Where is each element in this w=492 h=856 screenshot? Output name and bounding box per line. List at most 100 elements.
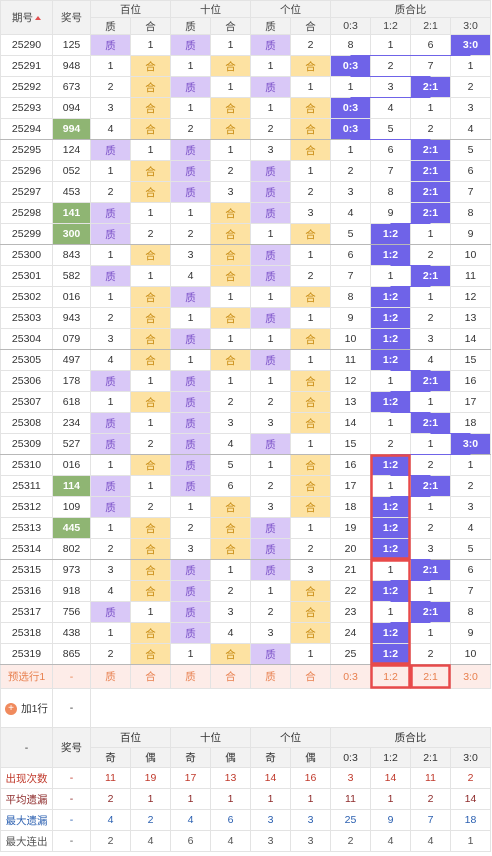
- stats-value: 19: [130, 767, 171, 789]
- hit-cell: 质: [170, 580, 211, 602]
- miss-count: 2: [170, 118, 211, 140]
- miss-count: 3: [170, 538, 211, 560]
- miss-count: 2: [250, 475, 291, 497]
- miss-count: 8: [330, 286, 371, 308]
- hit-cell: 2:1: [410, 181, 451, 203]
- hit-cell: 质: [170, 328, 211, 350]
- data-row: 25305 497 4 合 1 合质 1 11 1:2 4 15: [0, 349, 491, 371]
- header-cell: 奖号: [52, 0, 91, 35]
- stats-value: 1: [130, 788, 171, 810]
- stats-value: 7: [410, 809, 451, 831]
- draw-number: 234: [52, 412, 91, 434]
- sub-header: 2:1: [410, 17, 451, 35]
- miss-count: 1: [90, 55, 131, 77]
- sub-header: 奇: [170, 747, 211, 768]
- hit-cell: 0:3: [330, 118, 371, 140]
- issue: 25301: [0, 265, 53, 287]
- hit-cell: 1:2: [370, 496, 411, 518]
- sub-header: 质: [90, 17, 131, 35]
- forecast-option[interactable]: 0:3: [330, 664, 371, 689]
- hit-cell: 合: [290, 139, 331, 161]
- miss-count: 7: [450, 181, 491, 203]
- hit-cell: 质: [250, 517, 291, 539]
- draw-number: 973: [52, 559, 91, 581]
- issue: 25309: [0, 433, 53, 455]
- miss-count: 1: [370, 265, 411, 287]
- stats-value: 18: [450, 809, 491, 831]
- forecast-option[interactable]: 2:1: [410, 664, 451, 689]
- hit-cell: 合: [210, 97, 251, 119]
- forecast-draw: -: [52, 664, 91, 689]
- draw-number: 618: [52, 391, 91, 413]
- stats-value: 4: [370, 830, 411, 852]
- stats-value: 4: [170, 809, 211, 831]
- miss-count: 1: [250, 328, 291, 350]
- issue: 25300: [0, 244, 53, 266]
- hit-cell: 0:3: [330, 97, 371, 119]
- data-row: 25303 943 2 合 1 合质 1 9 1:2 2 13: [0, 307, 491, 329]
- issue: 25297: [0, 181, 53, 203]
- stats-draw: -: [52, 767, 91, 789]
- forecast-option[interactable]: 合: [130, 664, 171, 689]
- hit-cell: 质: [170, 370, 211, 392]
- hit-cell: 质: [170, 160, 211, 182]
- draw-number: 756: [52, 601, 91, 623]
- data-row: 25300 843 1 合 3 合质 1 6 1:2 2 10: [0, 244, 491, 266]
- miss-count: 4: [450, 517, 491, 539]
- miss-count: 8: [450, 202, 491, 224]
- issue: 25310: [0, 454, 53, 476]
- hit-cell: 合: [210, 496, 251, 518]
- forecast-option[interactable]: 质: [250, 664, 291, 689]
- stats-value: 14: [370, 767, 411, 789]
- add-row-button[interactable]: + 加1行: [0, 688, 53, 728]
- miss-count: 1: [250, 223, 291, 245]
- miss-count: 2: [170, 517, 211, 539]
- hit-cell: 1:2: [370, 538, 411, 560]
- forecast-option[interactable]: 质: [170, 664, 211, 689]
- hit-cell: 1:2: [370, 307, 411, 329]
- miss-count: 3: [250, 139, 291, 161]
- miss-count: 17: [330, 475, 371, 497]
- miss-count: 2: [210, 580, 251, 602]
- miss-count: 2: [410, 118, 451, 140]
- data-row: 25293 094 3 合 1 合 1 合 0:3 4 1 3: [0, 97, 491, 119]
- stats-value: 11: [330, 788, 371, 810]
- miss-count: 1: [250, 580, 291, 602]
- issue: 25295: [0, 139, 53, 161]
- miss-count: 2: [250, 601, 291, 623]
- draw-number: 052: [52, 160, 91, 182]
- forecast-label: 预选行1: [0, 664, 53, 689]
- forecast-option[interactable]: 3:0: [450, 664, 491, 689]
- hit-cell: 质: [170, 475, 211, 497]
- stats-value: 4: [90, 809, 131, 831]
- miss-count: 4: [90, 118, 131, 140]
- draw-number: 918: [52, 580, 91, 602]
- draw-number: 802: [52, 538, 91, 560]
- hit-cell: 1:2: [370, 454, 411, 476]
- draw-number: 016: [52, 454, 91, 476]
- miss-count: 3: [90, 97, 131, 119]
- data-row: 25297 453 2 合质 3 质 2 3 8 2:1 7: [0, 181, 491, 203]
- miss-count: 1: [170, 349, 211, 371]
- forecast-option[interactable]: 合: [210, 664, 251, 689]
- forecast-option[interactable]: 质: [90, 664, 131, 689]
- stats-header-row: - 奖号 百位 十位 个位 质合比: [0, 727, 491, 768]
- hit-cell: 合: [130, 55, 171, 77]
- miss-count: 5: [370, 118, 411, 140]
- draw-number: 445: [52, 517, 91, 539]
- sub-header: 合: [290, 17, 331, 35]
- stats-value: 2: [410, 788, 451, 810]
- miss-count: 1: [410, 391, 451, 413]
- sub-header: 3:0: [450, 17, 491, 35]
- forecast-option[interactable]: 合: [290, 664, 331, 689]
- draw-number: 125: [52, 34, 91, 56]
- forecast-row: 预选行1- 质合质合质合 0:3 1:2 2:1 3:0: [0, 664, 491, 689]
- stats-draw: -: [52, 809, 91, 831]
- miss-count: 11: [450, 265, 491, 287]
- miss-count: 3: [210, 412, 251, 434]
- miss-count: 2: [290, 34, 331, 56]
- forecast-option[interactable]: 1:2: [370, 664, 411, 689]
- miss-count: 3: [250, 622, 291, 644]
- miss-count: 5: [450, 139, 491, 161]
